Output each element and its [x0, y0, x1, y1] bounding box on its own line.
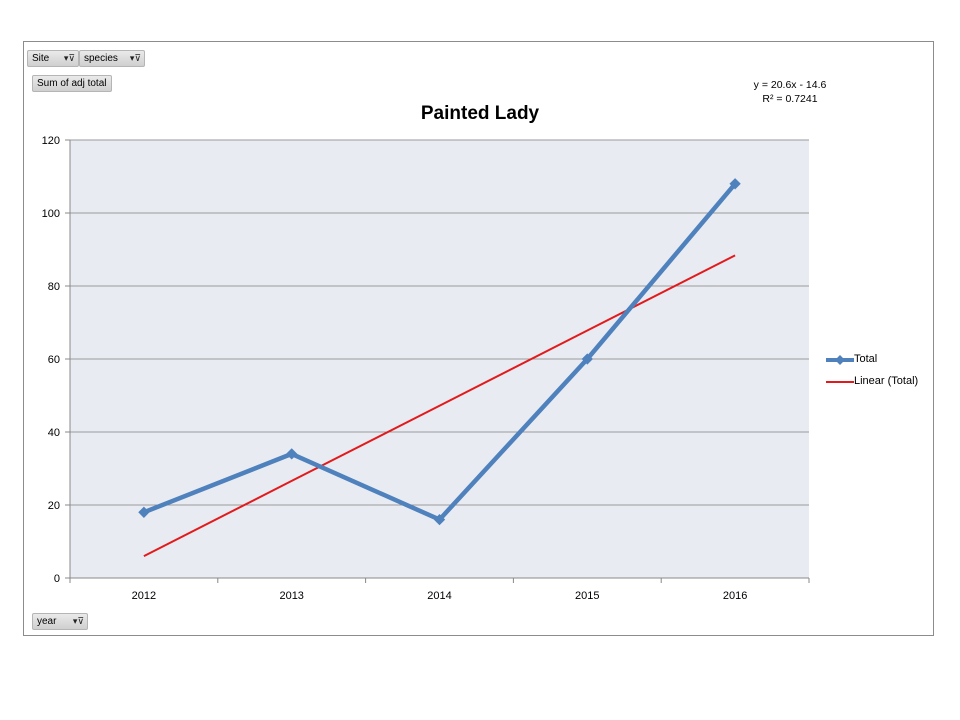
- y-tick-label: 20: [48, 500, 60, 512]
- legend-swatch-total: [826, 355, 854, 365]
- trendline-equation-label: y = 20.6x - 14.6 R² = 0.7241: [740, 78, 840, 106]
- total-data-point: [433, 513, 446, 526]
- y-tick-label: 100: [42, 208, 60, 220]
- legend-label-total: Total: [854, 353, 878, 365]
- y-tick-label: 80: [48, 281, 60, 293]
- total-data-point: [729, 178, 741, 190]
- linear-trendline: [143, 254, 736, 557]
- y-tick-label: 0: [54, 573, 60, 585]
- filter-dropdown-icon: ▾⊽: [72, 616, 84, 626]
- x-tick-label: 2014: [427, 590, 451, 602]
- y-tick-label: 120: [42, 135, 60, 147]
- total-data-point: [286, 448, 298, 460]
- filter-dropdown-icon: ▾⊽: [63, 53, 75, 63]
- x-tick-label: 2015: [575, 590, 599, 602]
- y-tick-label: 60: [48, 354, 60, 366]
- legend-label-linear: Linear (Total): [854, 375, 919, 387]
- x-tick-label: 2012: [132, 590, 156, 602]
- trendline-equation: y = 20.6x - 14.6: [753, 79, 827, 91]
- x-tick-label: 2016: [723, 590, 747, 602]
- trendline-r-squared: R² = 0.7241: [762, 93, 818, 105]
- x-tick-label: 2013: [279, 590, 303, 602]
- total-data-point: [581, 353, 593, 365]
- y-tick-label: 40: [48, 427, 60, 439]
- legend-swatch-linear: [826, 381, 854, 383]
- total-data-point: [138, 506, 150, 518]
- chart-title: Painted Lady: [420, 103, 540, 124]
- filter-dropdown-icon: ▾⊽: [129, 53, 141, 63]
